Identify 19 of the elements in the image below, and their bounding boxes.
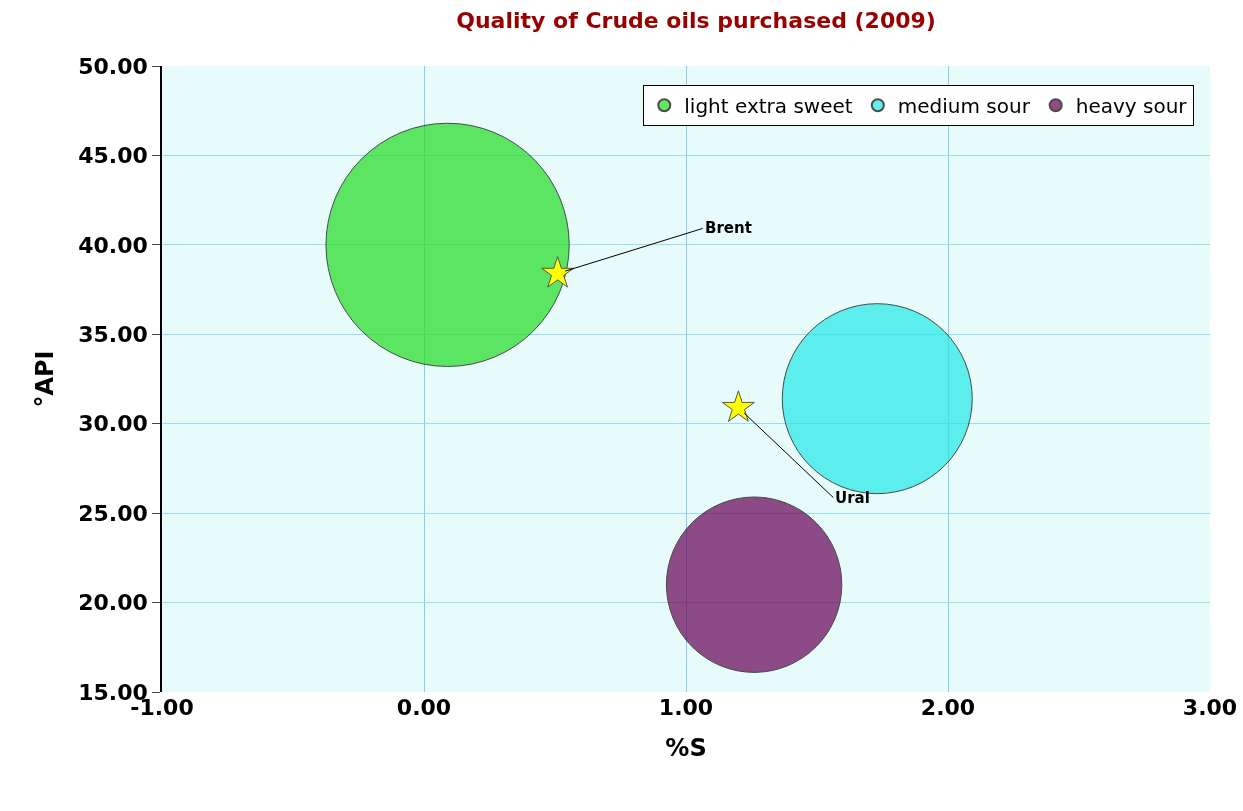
y-tick-label: 35.00 (78, 321, 148, 347)
legend-label: light extra sweet (684, 94, 853, 119)
y-axis-title: °API (30, 350, 59, 408)
chart-title: Quality of Crude oils purchased (2009) (456, 7, 936, 33)
y-tick-label: 50.00 (78, 53, 148, 79)
x-axis-title: %S (665, 734, 707, 763)
y-tick-label: 40.00 (78, 232, 148, 258)
x-tick-label: 2.00 (920, 695, 976, 720)
y-tick-label: 45.00 (78, 143, 148, 169)
x-tick-label: 0.00 (396, 695, 452, 720)
annotation: Ural (835, 489, 870, 507)
annotation: Brent (705, 219, 752, 237)
y-tick-label: 20.00 (78, 590, 148, 616)
legend-label: medium sour (897, 94, 1031, 119)
legend-label: heavy sour (1075, 94, 1188, 119)
x-tick-label: 1.00 (658, 695, 714, 720)
x-tick-label: 3.00 (1182, 695, 1238, 720)
y-tick-label: 30.00 (78, 411, 148, 437)
y-tick-label: 25.00 (78, 500, 148, 526)
